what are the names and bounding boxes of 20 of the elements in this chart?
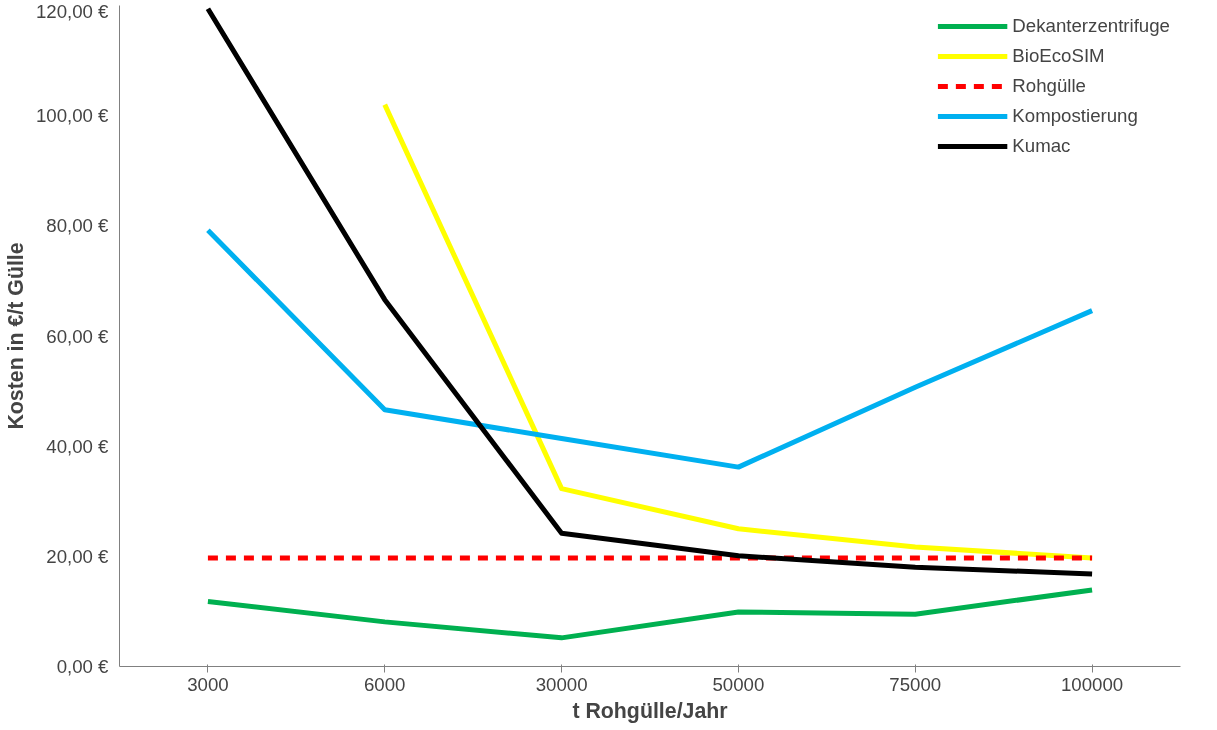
y-tick-label: 100,00 € (35, 105, 110, 127)
y-tick-label: 120,00 € (35, 0, 110, 22)
x-tick-label: 75000 (889, 673, 942, 695)
y-axis-title: Kosten in €/t Gülle (3, 242, 28, 430)
y-tick-label: 80,00 € (46, 215, 110, 237)
legend-label: Dekanterzentrifuge (1012, 15, 1170, 37)
legend-label: Kumac (1012, 135, 1071, 157)
y-tick-label: 60,00 € (46, 325, 110, 347)
y-tick-label: 20,00 € (46, 545, 110, 567)
x-tick-label: 100000 (1060, 673, 1124, 695)
x-tick-label: 30000 (535, 673, 588, 695)
x-tick-label: 50000 (712, 673, 765, 695)
x-tick-label: 3000 (187, 673, 229, 695)
y-tick-label: 0,00 € (56, 656, 110, 677)
x-axis-title: t Rohgülle/Jahr (572, 698, 728, 723)
x-tick-label: 6000 (364, 673, 406, 695)
y-tick-label: 40,00 € (46, 435, 110, 457)
legend-label: Kompostierung (1012, 105, 1138, 127)
legend-label: Rohgülle (1012, 75, 1087, 97)
legend-label: BioEcoSIM (1012, 45, 1105, 67)
